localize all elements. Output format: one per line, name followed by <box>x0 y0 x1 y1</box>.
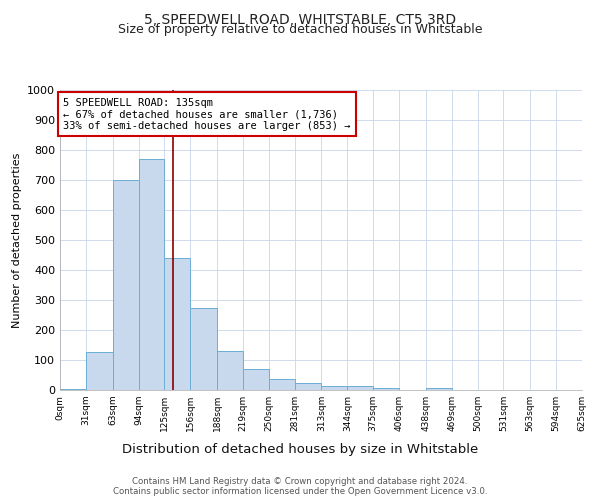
Bar <box>113 180 139 390</box>
Bar <box>426 388 452 390</box>
Bar <box>373 388 399 390</box>
Bar <box>243 369 269 390</box>
Bar <box>164 258 190 390</box>
Text: 5, SPEEDWELL ROAD, WHITSTABLE, CT5 3RD: 5, SPEEDWELL ROAD, WHITSTABLE, CT5 3RD <box>144 12 456 26</box>
Bar <box>86 352 113 390</box>
Text: Distribution of detached houses by size in Whitstable: Distribution of detached houses by size … <box>122 442 478 456</box>
Bar <box>269 378 295 390</box>
Bar <box>217 351 243 390</box>
Y-axis label: Number of detached properties: Number of detached properties <box>11 152 22 328</box>
Bar <box>139 159 164 390</box>
Bar <box>347 386 373 390</box>
Text: Size of property relative to detached houses in Whitstable: Size of property relative to detached ho… <box>118 22 482 36</box>
Text: Contains HM Land Registry data © Crown copyright and database right 2024.: Contains HM Land Registry data © Crown c… <box>132 478 468 486</box>
Text: Contains public sector information licensed under the Open Government Licence v3: Contains public sector information licen… <box>113 488 487 496</box>
Bar <box>322 386 347 390</box>
Bar <box>190 308 217 390</box>
Text: 5 SPEEDWELL ROAD: 135sqm
← 67% of detached houses are smaller (1,736)
33% of sem: 5 SPEEDWELL ROAD: 135sqm ← 67% of detach… <box>64 98 351 130</box>
Bar <box>295 384 322 390</box>
Bar <box>60 388 86 390</box>
